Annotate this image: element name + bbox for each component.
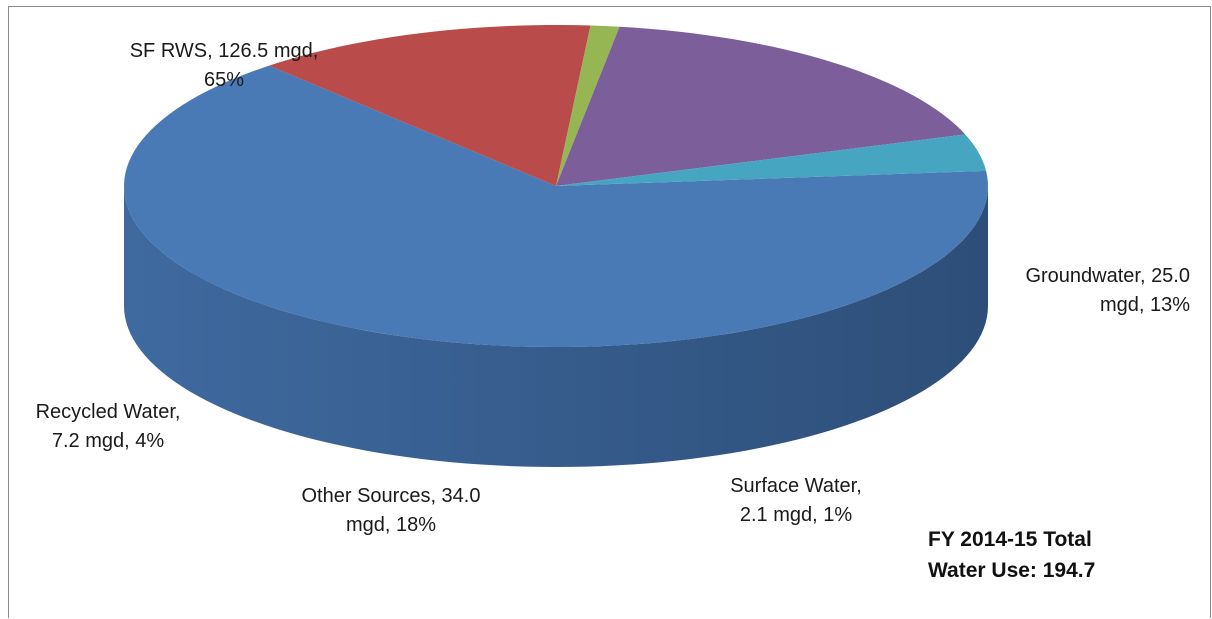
slice-other-sources <box>556 26 966 186</box>
label-recycled-water: Recycled Water, 7.2 mgd, 4% <box>35 401 181 452</box>
label-sf-rws: SF RWS, 126.5 mgd, 65% <box>129 40 319 91</box>
chart-border <box>8 6 1211 618</box>
slice-side-sf-rws <box>124 186 988 467</box>
slice-surface-water <box>556 25 620 187</box>
label-other-sources: Other Sources, 34.0 mgd, 18% <box>301 485 481 536</box>
slice-recycled-water <box>556 134 987 186</box>
label-surface-water: Surface Water, 2.1 mgd, 1% <box>730 475 862 526</box>
pie-sides <box>124 186 988 467</box>
slice-groundwater <box>269 25 591 187</box>
total-annotation: FY 2014-15 Total Water Use: 194.7 <box>928 528 1096 582</box>
pie-tops <box>124 25 988 347</box>
slice-sf-rws <box>124 65 988 347</box>
label-groundwater: Groundwater, 25.0 mgd, 13% <box>1025 265 1190 316</box>
